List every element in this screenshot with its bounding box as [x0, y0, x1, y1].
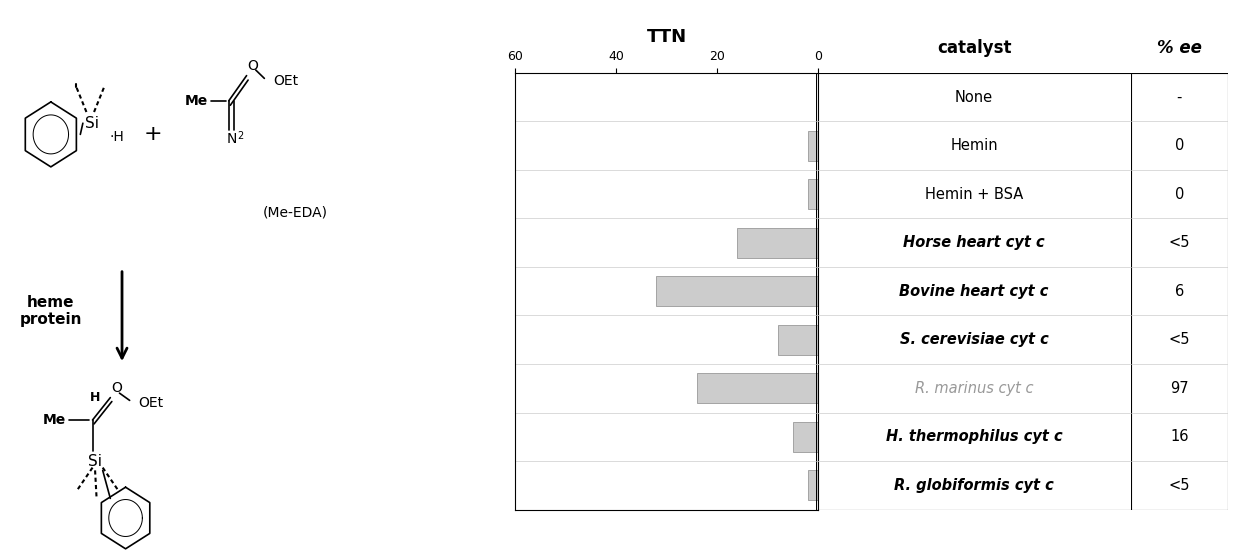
- Text: 16: 16: [1171, 430, 1188, 444]
- Text: heme
protein: heme protein: [20, 295, 82, 327]
- Text: OEt: OEt: [139, 396, 164, 410]
- Text: <5: <5: [1168, 235, 1190, 250]
- Text: R. globiformis cyt c: R. globiformis cyt c: [894, 478, 1054, 493]
- Bar: [738, 227, 818, 258]
- Text: 0: 0: [1174, 138, 1184, 153]
- Text: 97: 97: [1169, 381, 1189, 396]
- Text: Me: Me: [43, 413, 66, 427]
- Text: Hemin: Hemin: [950, 138, 998, 153]
- Text: H: H: [89, 391, 100, 404]
- Text: Bovine heart cyt c: Bovine heart cyt c: [899, 284, 1049, 298]
- Text: <5: <5: [1168, 332, 1190, 347]
- Text: % ee: % ee: [1157, 39, 1202, 57]
- Text: ·H: ·H: [109, 130, 124, 144]
- X-axis label: TTN: TTN: [646, 28, 687, 46]
- Text: Horse heart cyt c: Horse heart cyt c: [903, 235, 1045, 250]
- Bar: [656, 276, 818, 306]
- Text: H. thermophilus cyt c: H. thermophilus cyt c: [885, 430, 1063, 444]
- Bar: [808, 470, 818, 501]
- Bar: [777, 325, 818, 355]
- Text: <5: <5: [1168, 478, 1190, 493]
- Text: OEt: OEt: [273, 74, 298, 88]
- Text: O: O: [112, 381, 122, 394]
- Text: O: O: [247, 59, 258, 72]
- Text: N: N: [226, 132, 237, 146]
- Text: 0: 0: [1174, 186, 1184, 202]
- Text: catalyst: catalyst: [936, 39, 1012, 57]
- Text: Si: Si: [84, 116, 98, 130]
- Text: Si: Si: [88, 455, 102, 469]
- Bar: [808, 130, 818, 161]
- Text: (Me-EDA): (Me-EDA): [263, 206, 327, 220]
- Text: R. marinus cyt c: R. marinus cyt c: [915, 381, 1033, 396]
- Text: Me: Me: [185, 94, 208, 108]
- Text: 6: 6: [1174, 284, 1184, 298]
- Text: +: +: [143, 124, 162, 144]
- Text: -: -: [1177, 90, 1182, 105]
- Bar: [808, 179, 818, 209]
- Text: S. cerevisiae cyt c: S. cerevisiae cyt c: [900, 332, 1048, 347]
- Bar: [794, 422, 818, 452]
- Text: None: None: [955, 90, 993, 105]
- Text: Hemin + BSA: Hemin + BSA: [925, 186, 1023, 202]
- Bar: [697, 373, 818, 403]
- Text: 2: 2: [237, 131, 243, 141]
